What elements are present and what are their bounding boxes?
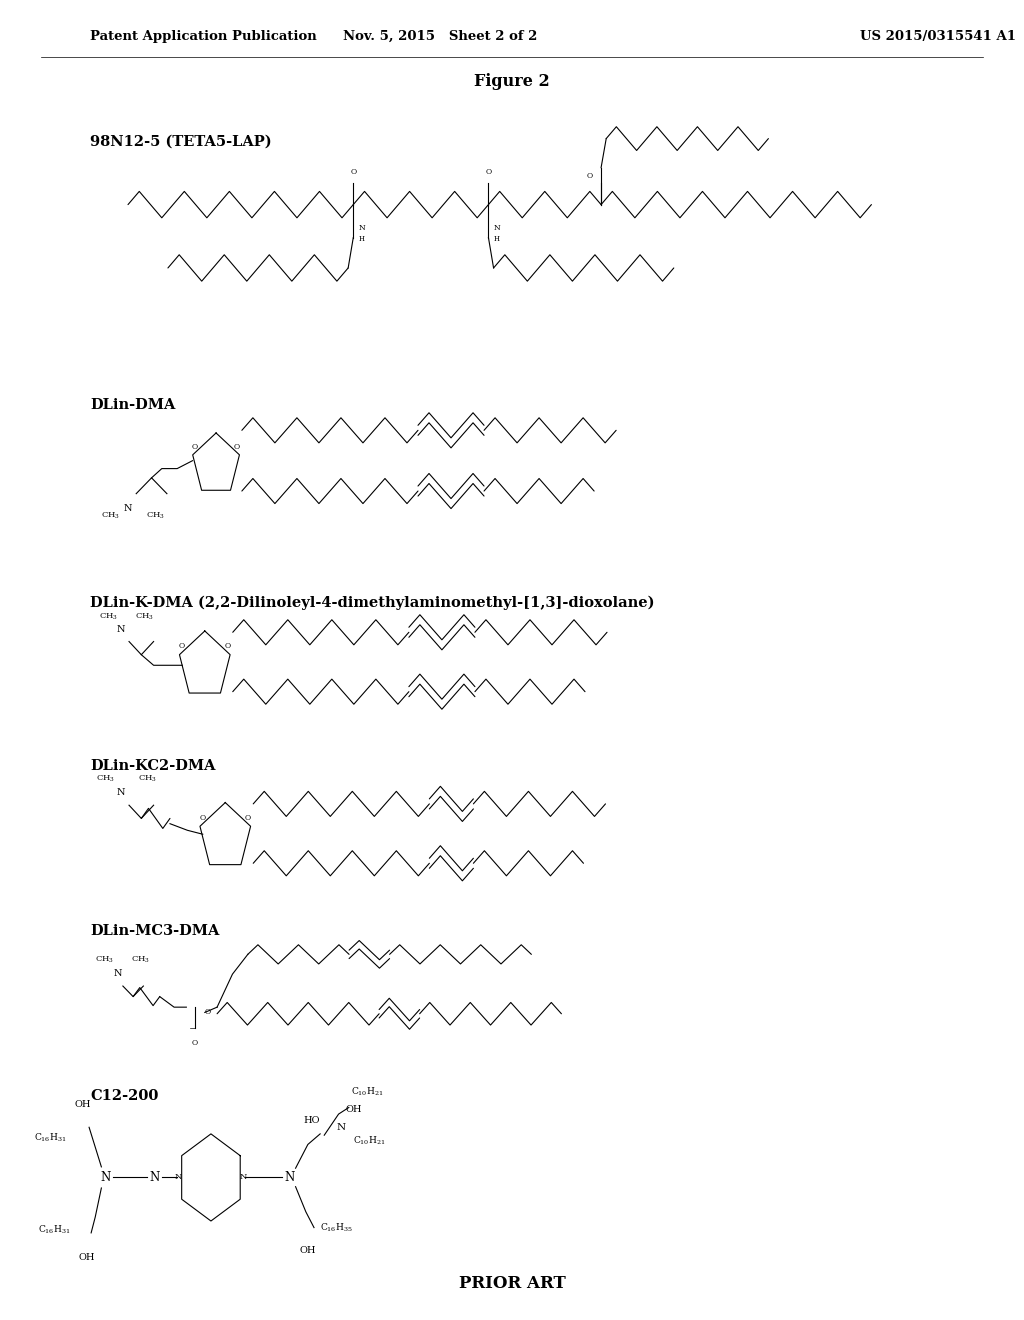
Text: H: H — [358, 235, 365, 243]
Text: O: O — [485, 168, 492, 176]
Text: N: N — [358, 224, 366, 232]
Text: O: O — [200, 814, 206, 822]
Text: $\mathdefault{CH_3}$: $\mathdefault{CH_3}$ — [95, 954, 114, 965]
Text: $\mathdefault{CH_3}$: $\mathdefault{CH_3}$ — [138, 774, 158, 784]
Text: OH: OH — [75, 1100, 91, 1109]
Text: $\mathdefault{CH_3}$: $\mathdefault{CH_3}$ — [96, 774, 115, 784]
Text: PRIOR ART: PRIOR ART — [459, 1275, 565, 1291]
Text: $\mathdefault{C_{10}H_{21}}$: $\mathdefault{C_{10}H_{21}}$ — [353, 1134, 385, 1147]
Text: O: O — [350, 168, 356, 176]
Text: OH: OH — [300, 1246, 316, 1255]
Text: $\mathdefault{C_{16}H_{35}}$: $\mathdefault{C_{16}H_{35}}$ — [321, 1221, 353, 1234]
Text: $\mathdefault{C_{16}H_{31}}$: $\mathdefault{C_{16}H_{31}}$ — [34, 1131, 67, 1144]
Text: O: O — [233, 444, 240, 451]
Text: O: O — [193, 444, 199, 451]
Text: O: O — [205, 1008, 211, 1016]
Text: $\mathdefault{C_{10}H_{21}}$: $\mathdefault{C_{10}H_{21}}$ — [351, 1086, 383, 1098]
Text: N: N — [494, 224, 501, 232]
Text: Nov. 5, 2015   Sheet 2 of 2: Nov. 5, 2015 Sheet 2 of 2 — [343, 30, 538, 42]
Text: N: N — [285, 1171, 295, 1184]
Text: US 2015/0315541 A1: US 2015/0315541 A1 — [860, 30, 1016, 42]
Text: N: N — [175, 1173, 182, 1181]
Text: $\mathdefault{CH_3}$: $\mathdefault{CH_3}$ — [101, 511, 120, 521]
Text: O: O — [245, 814, 251, 822]
Text: OH: OH — [79, 1253, 95, 1262]
Text: $\mathdefault{N}$: $\mathdefault{N}$ — [116, 623, 126, 634]
Text: O: O — [179, 643, 185, 651]
Text: O: O — [587, 172, 593, 180]
Text: N: N — [336, 1123, 345, 1131]
Text: DLin-KC2-DMA: DLin-KC2-DMA — [90, 759, 216, 772]
Text: $\mathdefault{CH_3}$: $\mathdefault{CH_3}$ — [146, 511, 166, 521]
Text: O: O — [191, 1039, 198, 1047]
Text: Patent Application Publication: Patent Application Publication — [90, 30, 316, 42]
Text: $\mathdefault{N}$: $\mathdefault{N}$ — [123, 502, 133, 512]
Text: $\mathdefault{CH_3}$: $\mathdefault{CH_3}$ — [131, 954, 151, 965]
Text: $\mathdefault{C_{16}H_{31}}$: $\mathdefault{C_{16}H_{31}}$ — [38, 1224, 71, 1237]
Text: OH: OH — [346, 1105, 362, 1114]
Text: $\mathdefault{N}$: $\mathdefault{N}$ — [116, 787, 126, 797]
Text: DLin-K-DMA (2,2-Dilinoleyl-4-dimethylaminomethyl-[1,3]-dioxolane): DLin-K-DMA (2,2-Dilinoleyl-4-dimethylami… — [90, 597, 654, 610]
Text: N: N — [100, 1171, 111, 1184]
Text: 98N12-5 (TETA5-LAP): 98N12-5 (TETA5-LAP) — [90, 135, 271, 148]
Text: N: N — [240, 1173, 247, 1181]
Text: $\mathdefault{CH_3}$: $\mathdefault{CH_3}$ — [135, 611, 155, 622]
Text: DLin-DMA: DLin-DMA — [90, 399, 175, 412]
Text: N: N — [150, 1171, 160, 1184]
Text: DLin-MC3-DMA: DLin-MC3-DMA — [90, 924, 219, 937]
Text: H: H — [494, 235, 500, 243]
Text: HO: HO — [304, 1115, 321, 1125]
Text: C12-200: C12-200 — [90, 1089, 159, 1102]
Text: O: O — [224, 643, 230, 651]
Text: $\mathdefault{CH_3}$: $\mathdefault{CH_3}$ — [99, 611, 118, 622]
Text: $\mathdefault{N}$: $\mathdefault{N}$ — [113, 968, 123, 978]
Text: Figure 2: Figure 2 — [474, 74, 550, 90]
